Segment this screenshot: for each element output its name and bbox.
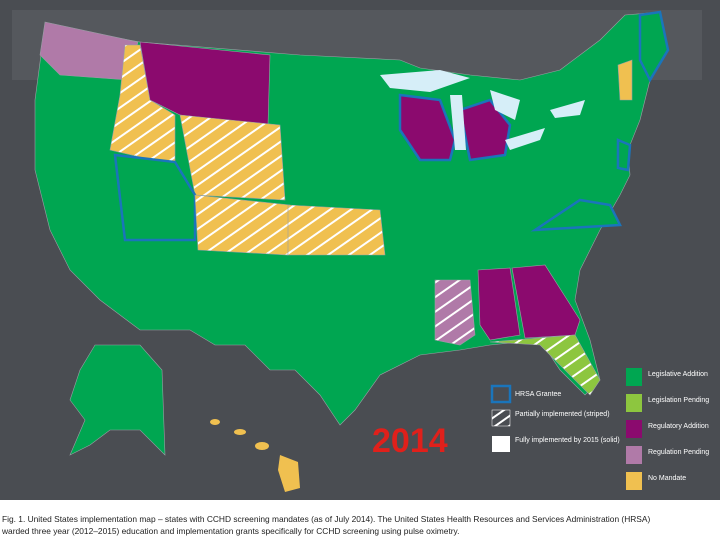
legend-label: Regulatory Addition: [648, 423, 709, 430]
legend-label: No Mandate: [648, 475, 686, 482]
legend-label: HRSA Grantee: [515, 391, 561, 398]
georgia: [511, 264, 581, 339]
caption-area: [0, 500, 720, 540]
legend-swatch: [626, 394, 642, 412]
washington: [39, 21, 139, 81]
implementation-legend: HRSA Grantee Partially implemented (strip…: [490, 384, 620, 452]
great-lakes: [380, 70, 585, 150]
kansas: [287, 204, 386, 256]
vermont: [617, 59, 633, 101]
legend-label: Partially implemented (striped): [515, 411, 610, 418]
legend-swatch: [626, 368, 642, 386]
legend-label: Legislation Pending: [648, 397, 709, 404]
legend-label: Regulation Pending: [648, 449, 709, 456]
solid-swatch: [492, 436, 510, 452]
caption-line: warded three year (2012–2015) education …: [1, 526, 459, 536]
alaska: [69, 344, 166, 456]
florida: [489, 334, 601, 396]
legend-swatch: [626, 472, 642, 490]
idaho: [109, 44, 176, 166]
hawaii: [210, 419, 300, 492]
striped-swatch: [491, 409, 511, 427]
louisiana: [434, 279, 476, 346]
legend-swatch: [626, 420, 642, 438]
legend-label: Legislative Addition: [648, 371, 708, 378]
legend-label: Fully implemented by 2015 (solid): [515, 437, 620, 444]
legend-swatch: [626, 446, 642, 464]
virginia: [530, 198, 622, 232]
caption: Fig. 1. United States implementation map…: [1, 514, 650, 536]
maine: [638, 10, 670, 83]
year-label: 2014: [372, 422, 448, 460]
utah: [113, 153, 197, 242]
colorado: [194, 194, 291, 256]
wisconsin: [398, 93, 457, 162]
new-jersey: [616, 138, 632, 172]
grantee-swatch: [490, 384, 512, 404]
alabama: [477, 267, 521, 341]
status-legend: Legislative Addition Legislation Pending R…: [626, 368, 709, 490]
caption-line: Fig. 1. United States implementation map…: [2, 514, 650, 524]
wyoming: [179, 114, 286, 201]
